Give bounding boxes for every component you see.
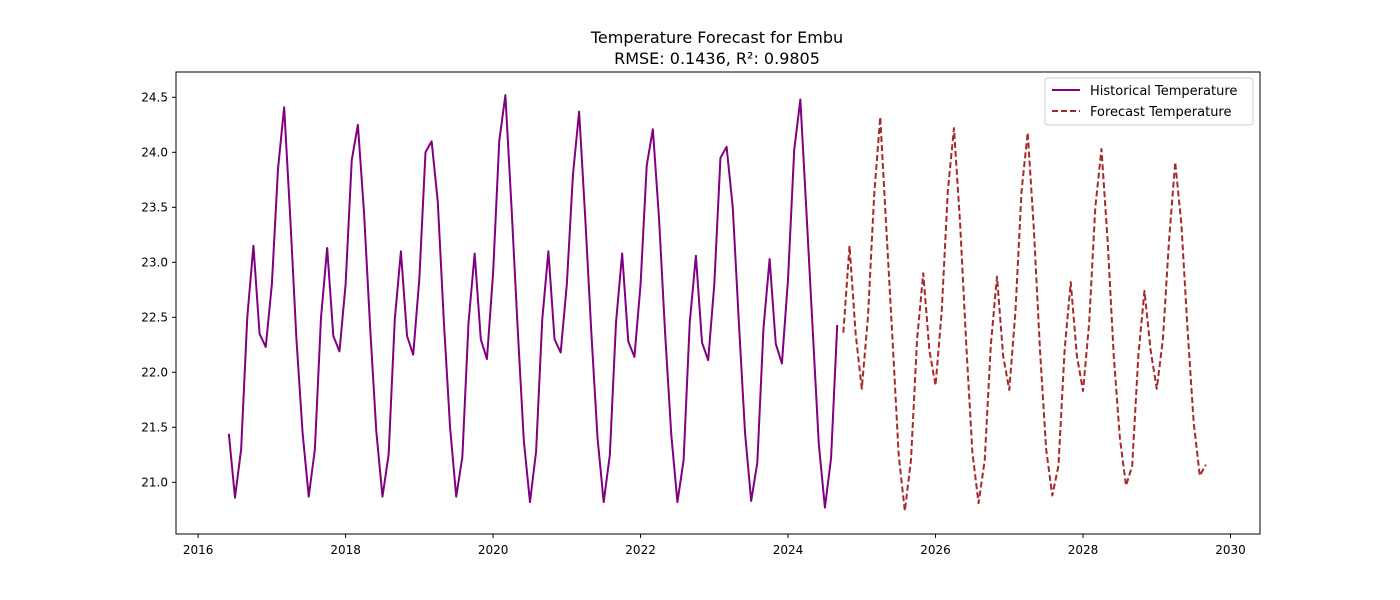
x-tick-label: 2030	[1215, 543, 1246, 557]
x-tick-label: 2020	[478, 543, 509, 557]
legend-label-historical: Historical Temperature	[1090, 84, 1237, 99]
y-tick-label: 22.0	[141, 365, 168, 379]
y-tick-label: 23.5	[141, 200, 168, 214]
legend: Historical Temperature Forecast Temperat…	[1044, 77, 1254, 126]
x-tick-label: 2024	[773, 543, 804, 557]
y-tick-label: 21.0	[141, 475, 168, 489]
series-line-forecast	[842, 116, 1207, 512]
plot-frame	[175, 71, 1261, 535]
y-tick-label: 24.0	[141, 145, 168, 159]
y-tick-label: 24.5	[141, 90, 168, 104]
series-line-historical	[227, 94, 839, 509]
x-tick-label: 2022	[625, 543, 656, 557]
plot-area	[227, 94, 1207, 512]
x-tick-label: 2028	[1068, 543, 1099, 557]
x-tick-label: 2016	[183, 543, 214, 557]
legend-label-forecast: Forecast Temperature	[1090, 105, 1232, 120]
x-axis: 2016 2018 2020 2022 2024 2026 2028 2030	[183, 534, 1246, 557]
x-tick-label: 2018	[330, 543, 361, 557]
y-tick-label: 23.0	[141, 255, 168, 269]
y-tick-label: 22.5	[141, 310, 168, 324]
y-axis: 21.0 21.5 22.0 22.5 23.0 23.5 24.0 24.5	[141, 90, 176, 489]
chart-subtitle: RMSE: 0.1436, R²: 0.9805	[614, 49, 820, 68]
x-tick-label: 2026	[920, 543, 951, 557]
chart-title: Temperature Forecast for Embu	[590, 28, 843, 47]
legend-box	[1044, 77, 1254, 126]
y-tick-label: 21.5	[141, 420, 168, 434]
